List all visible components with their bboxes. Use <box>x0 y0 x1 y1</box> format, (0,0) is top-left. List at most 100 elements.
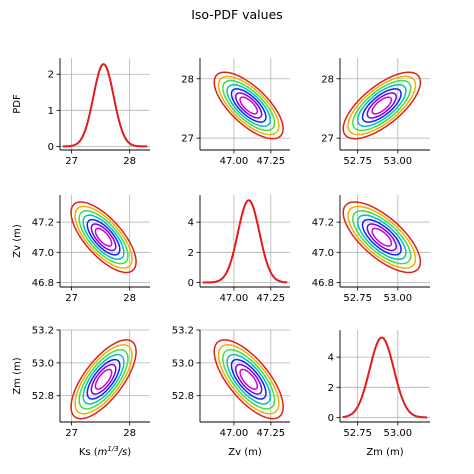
panel-ks-vs-zv-contour-level-5 <box>222 79 276 132</box>
panel-zv-vs-zm-contours <box>342 201 422 274</box>
panel-zm-vs-zv-contour-level-3 <box>230 358 267 400</box>
panel-ks-vs-ks: 27 28 0 1 2 <box>48 58 150 167</box>
panel-ks-vs-ks-xtick-label: 27 <box>65 156 78 167</box>
panel-zv-vs-zm-contour-level-6 <box>347 205 417 269</box>
panel-ks-vs-zv-xtick-label: 47.00 <box>220 156 249 167</box>
ylabel-row-2: Zv (m) <box>12 224 23 258</box>
panel-ks-vs-zm-contour-level-5 <box>352 79 412 132</box>
panel-zm-vs-zm-xtick-label: 53.00 <box>384 428 413 439</box>
panel-ks-vs-ks-ytick-label: 0 <box>48 142 54 153</box>
panel-zv-vs-zm-ytick-label: 47.2 <box>312 218 334 229</box>
panel-zm-vs-zv-ytick-label: 53.2 <box>172 326 194 337</box>
panel-zv-vs-ks-xtick-label: 28 <box>123 293 136 304</box>
panel-zm-vs-zv-contour-level-6 <box>217 344 280 415</box>
panel-zv-vs-zm-contour-level-1 <box>371 227 393 247</box>
panel-zm-vs-zv-contour-level-5 <box>222 348 276 410</box>
panel-zm-vs-zm-ytick-label: 0 <box>328 413 334 424</box>
panel-ks-vs-zv-contour-level-4 <box>226 83 271 128</box>
panel-zm-vs-zv-contour-level-7 <box>213 339 284 420</box>
axis-labels: Ks (m1/3/s) Zv (m) Zm (m) PDF Zv (m) Zm (m) <box>12 94 404 458</box>
panel-zm-vs-zm-ytick-label: 2 <box>328 383 334 394</box>
panel-zv-vs-zm-contour-level-3 <box>361 218 402 256</box>
panel-ks-vs-ks-ytick-label: 1 <box>48 106 54 117</box>
panel-zm-vs-ks-xtick-label: 28 <box>123 428 136 439</box>
panel-zv-vs-ks: 27 28 46.8 47.0 47.2 <box>32 195 150 304</box>
panel-ks-vs-zm: 52.75 53.00 27 28 <box>321 58 430 167</box>
panel-zv-vs-zm-contour-level-2 <box>366 223 398 252</box>
panel-zm-vs-ks-contour-level-3 <box>86 358 121 400</box>
panel-zv-vs-ks-ytick-label: 47.2 <box>32 218 54 229</box>
panel-zm-vs-ks-contours <box>70 339 137 420</box>
panel-zv-vs-ks-contour-level-7 <box>70 201 137 274</box>
panel-zv-vs-zm: 52.75 53.00 46.8 47.0 47.2 <box>312 195 430 304</box>
panel-zm-vs-ks-xtick-label: 27 <box>65 428 78 439</box>
panel-ks-vs-zm-contour-level-4 <box>356 83 407 128</box>
panel-zv-vs-ks-contour-level-6 <box>74 205 133 269</box>
panel-zv-vs-zv-ytick-label: 0 <box>188 278 194 289</box>
panel-zm-vs-zm-ytick-label: 4 <box>328 353 334 364</box>
panel-zm-vs-ks-contour-level-1 <box>94 368 113 390</box>
panel-zm-vs-ks-contour-level-7 <box>70 339 137 420</box>
panel-zm-vs-zv-contour-level-1 <box>239 368 259 390</box>
panel-zv-vs-zv-xtick-label: 47.00 <box>220 293 249 304</box>
panel-zv-vs-ks-contours <box>70 201 137 274</box>
panel-ks-vs-zv-xtick-label: 47.25 <box>256 156 285 167</box>
panel-zm-vs-zv-contour-level-2 <box>235 363 263 395</box>
panel-ks-vs-zm-contours <box>342 71 422 140</box>
panel-zm-vs-ks-contour-level-2 <box>90 363 117 395</box>
panel-zv-vs-zm-xtick-label: 52.75 <box>343 293 372 304</box>
panel-zv-vs-ks-contour-level-4 <box>82 214 125 260</box>
panel-zv-vs-ks-contour-level-1 <box>94 227 113 247</box>
panel-zm-vs-ks-contour-level-6 <box>74 344 133 415</box>
panel-ks-vs-zm-contour-level-2 <box>366 92 398 119</box>
panel-ks-vs-zv: 47.00 47.25 27 28 <box>181 58 290 167</box>
panel-zv-vs-ks-contour-level-5 <box>78 210 129 265</box>
panel-zv-vs-ks-ytick-label: 47.0 <box>32 248 54 259</box>
panel-zv-vs-zv-ytick-label: 4 <box>188 218 194 229</box>
panel-zm-vs-ks-contour-level-4 <box>82 353 125 405</box>
xlabel-zv: Zv (m) <box>228 447 262 458</box>
panel-zm-vs-ks-ytick-label: 53.0 <box>32 358 54 369</box>
panel-zm-vs-zv-xtick-label: 47.00 <box>220 428 249 439</box>
panel-ks-vs-zv-contour-level-7 <box>213 71 284 140</box>
panel-ks-vs-zv-contour-level-2 <box>235 92 263 119</box>
panel-zm-vs-zv-contour-level-4 <box>226 353 271 405</box>
panel-zv-vs-zm-contour-level-4 <box>356 214 407 260</box>
panel-ks-vs-zv-contour-level-3 <box>230 88 267 123</box>
panel-zv-vs-zv: 47.00 47.25 0 2 4 <box>188 195 290 304</box>
ylabel-row-1: PDF <box>12 94 23 114</box>
panel-zv-vs-zm-contour-level-7 <box>342 201 422 274</box>
panel-zm-vs-zm-xtick-label: 52.75 <box>343 428 372 439</box>
panel-ks-vs-zv-contours <box>213 71 284 140</box>
ylabel-row-3: Zm (m) <box>12 357 23 394</box>
panel-zv-vs-zm-xtick-label: 53.00 <box>384 293 413 304</box>
panel-ks-vs-zv-ytick-label: 28 <box>181 74 194 85</box>
panel-zm-vs-ks: 27 28 52.8 53.0 53.2 <box>32 326 150 439</box>
panel-ks-vs-ks-ytick-label: 2 <box>48 70 54 81</box>
panel-zm-vs-zv: 47.00 47.25 52.8 53.0 53.2 <box>172 326 290 439</box>
panel-ks-vs-ks-xtick-label: 28 <box>123 156 136 167</box>
panel-ks-vs-ks-pdf-curve <box>62 63 148 148</box>
panel-ks-vs-zm-contour-level-1 <box>371 96 393 115</box>
panel-ks-vs-zm-contour-level-3 <box>361 88 402 123</box>
panel-zv-vs-ks-xtick-label: 27 <box>65 293 78 304</box>
panel-zm-vs-zv-ytick-label: 53.0 <box>172 358 194 369</box>
panel-ks-vs-zm-xtick-label: 52.75 <box>343 156 372 167</box>
panel-zv-vs-zm-ytick-label: 46.8 <box>312 278 334 289</box>
panel-ks-vs-zm-contour-level-6 <box>347 75 417 136</box>
panel-ks-vs-zm-xtick-label: 53.00 <box>384 156 413 167</box>
xlabel-zm: Zm (m) <box>366 447 403 458</box>
panel-ks-vs-zv-ytick-label: 27 <box>181 134 194 145</box>
panel-zv-vs-zm-contour-level-5 <box>352 210 412 265</box>
panel-zv-vs-ks-contour-level-3 <box>86 218 121 256</box>
panel-zm-vs-zm-pdf-curve <box>342 336 428 419</box>
panel-zv-vs-zv-ytick-label: 2 <box>188 248 194 259</box>
panel-zv-vs-ks-ytick-label: 46.8 <box>32 278 54 289</box>
panel-ks-vs-zm-ytick-label: 27 <box>321 134 334 145</box>
panel-zm-vs-zv-ytick-label: 52.8 <box>172 391 194 402</box>
panel-ks-vs-zv-contour-level-1 <box>239 96 259 115</box>
panel-zm-vs-ks-ytick-label: 53.2 <box>32 326 54 337</box>
panel-ks-vs-zm-contour-level-7 <box>342 71 422 140</box>
xlabel-ks: Ks (m1/3/s) <box>79 445 131 458</box>
